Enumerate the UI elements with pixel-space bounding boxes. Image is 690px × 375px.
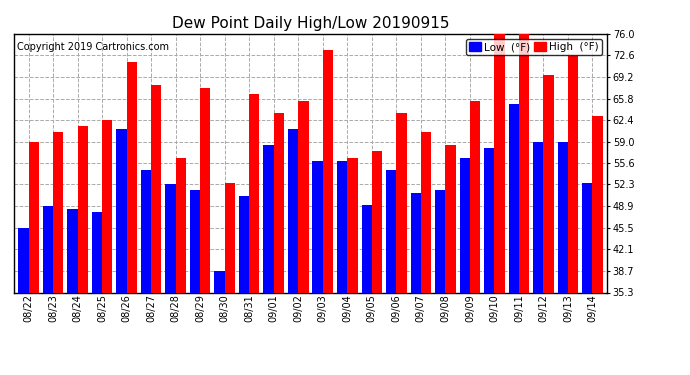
Bar	[166, 184, 176, 292]
Bar	[215, 271, 225, 292]
Bar	[519, 34, 529, 292]
Bar	[117, 129, 126, 292]
Bar	[18, 228, 28, 292]
Bar	[53, 132, 63, 292]
Bar	[239, 196, 249, 292]
Bar	[347, 158, 357, 292]
Bar	[190, 189, 200, 292]
Bar	[313, 161, 323, 292]
Bar	[200, 88, 210, 292]
Bar	[298, 100, 308, 292]
Bar	[558, 142, 568, 292]
Bar	[460, 158, 470, 292]
Bar	[386, 170, 396, 292]
Bar	[28, 142, 39, 292]
Bar	[67, 209, 77, 292]
Bar	[77, 126, 88, 292]
Bar	[176, 158, 186, 292]
Bar	[337, 161, 347, 292]
Bar	[509, 104, 519, 292]
Bar	[484, 148, 495, 292]
Bar	[445, 145, 455, 292]
Bar	[43, 206, 53, 292]
Bar	[568, 56, 578, 292]
Bar	[421, 132, 431, 292]
Bar	[323, 50, 333, 292]
Bar	[288, 129, 298, 292]
Bar	[102, 120, 112, 292]
Bar	[151, 85, 161, 292]
Bar	[126, 62, 137, 292]
Bar	[249, 94, 259, 292]
Bar	[372, 152, 382, 292]
Bar	[274, 113, 284, 292]
Bar	[544, 75, 554, 292]
Bar	[225, 183, 235, 292]
Title: Dew Point Daily High/Low 20190915: Dew Point Daily High/Low 20190915	[172, 16, 449, 31]
Bar	[92, 212, 102, 292]
Bar	[411, 193, 421, 292]
Bar	[593, 116, 603, 292]
Bar	[435, 189, 445, 292]
Bar	[362, 206, 372, 292]
Legend: Low  (°F), High  (°F): Low (°F), High (°F)	[466, 39, 602, 55]
Bar	[582, 183, 593, 292]
Bar	[141, 170, 151, 292]
Bar	[396, 113, 406, 292]
Text: Copyright 2019 Cartronics.com: Copyright 2019 Cartronics.com	[17, 42, 169, 51]
Bar	[264, 145, 274, 292]
Bar	[495, 31, 504, 292]
Bar	[533, 142, 544, 292]
Bar	[470, 100, 480, 292]
